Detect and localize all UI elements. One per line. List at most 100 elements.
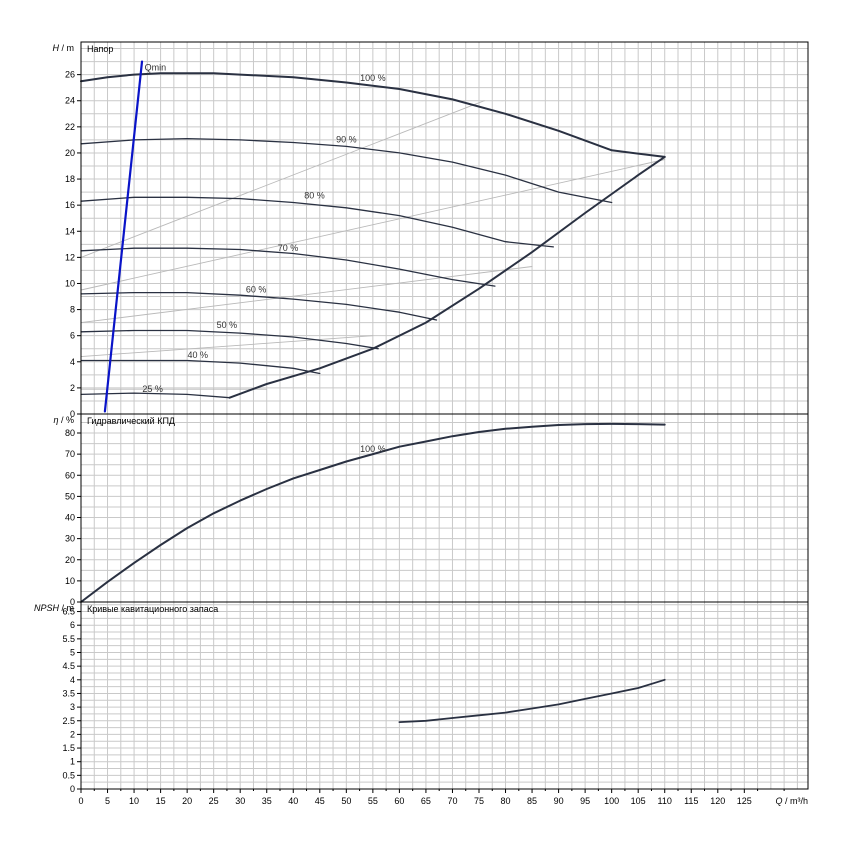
- y-tick-label: 20: [65, 148, 75, 158]
- y-tick-label: 2: [70, 383, 75, 393]
- y-tick-label: 24: [65, 96, 75, 106]
- y-axis-separator: /: [59, 43, 67, 53]
- y-tick-label: 6: [70, 620, 75, 630]
- y-axis-unit: m: [67, 603, 75, 613]
- y-tick-label: 40: [65, 513, 75, 523]
- frame-layer: [77, 41, 809, 793]
- panel-title: Напор: [87, 44, 113, 54]
- y-axis-symbol: η: [53, 415, 58, 425]
- y-tick-label: 6.5: [62, 607, 75, 617]
- x-tick-label: 105: [631, 796, 646, 806]
- y-tick-label: 4: [70, 675, 75, 685]
- system-curves-layer: [80, 100, 666, 390]
- y-tick-label: 30: [65, 534, 75, 544]
- x-tick-label: 80: [501, 796, 511, 806]
- curve-50-pct: [80, 329, 379, 350]
- x-axis-label: Q / m³/h: [775, 796, 808, 806]
- x-tick-label: 35: [262, 796, 272, 806]
- x-tick-label: 85: [527, 796, 537, 806]
- x-axis-separator: /: [782, 796, 790, 806]
- y-tick-label: 4: [70, 357, 75, 367]
- y-tick-label: 10: [65, 278, 75, 288]
- y-axis-separator: /: [59, 603, 67, 613]
- curve-label: 25 %: [142, 384, 163, 394]
- y-tick-label: 0: [70, 597, 75, 607]
- npsh-curve: [398, 678, 666, 723]
- system-curve-line: [80, 100, 485, 258]
- system-curve-line: [80, 159, 666, 291]
- y-tick-label: 20: [65, 555, 75, 565]
- grid-layer: [81, 42, 808, 789]
- y-axis-label: NPSH / m: [34, 603, 74, 613]
- y-tick-label: 12: [65, 252, 75, 262]
- y-tick-label: 8: [70, 305, 75, 315]
- curve-label: 60 %: [246, 285, 267, 295]
- y-tick-label: 6: [70, 331, 75, 341]
- y-tick-label: 2: [70, 729, 75, 739]
- x-tick-label: 0: [78, 796, 83, 806]
- y-tick-label: 60: [65, 470, 75, 480]
- y-tick-label: 16: [65, 200, 75, 210]
- x-tick-label: 20: [182, 796, 192, 806]
- x-tick-label: 100: [604, 796, 619, 806]
- curve-label: 100 %: [360, 444, 386, 454]
- x-tick-label: 40: [288, 796, 298, 806]
- curve-40-pct: [80, 359, 321, 375]
- curve-label: 80 %: [304, 191, 325, 201]
- qmin-label: Qmin: [145, 63, 167, 73]
- y-tick-label: 10: [65, 576, 75, 586]
- x-tick-label: 115: [684, 796, 698, 806]
- y-axis-symbol: NPSH: [34, 603, 60, 613]
- x-tick-label: 60: [394, 796, 404, 806]
- y-axis-unit: m: [67, 43, 75, 53]
- x-tick-label: 45: [315, 796, 325, 806]
- panel-title: Кривые кавитационного запаса: [87, 604, 218, 614]
- curve-label: 100 %: [360, 73, 386, 83]
- panel-frame: [80, 413, 809, 603]
- curve-90-pct: [80, 137, 613, 204]
- envelope-curve: [228, 155, 666, 399]
- y-tick-label: 22: [65, 122, 75, 132]
- y-axis-separator: /: [58, 415, 66, 425]
- y-axis-label: H / m: [52, 43, 74, 53]
- y-tick-label: 70: [65, 449, 75, 459]
- y-tick-label: 5: [70, 648, 75, 658]
- x-tick-label: 30: [235, 796, 245, 806]
- system-curve-line: [80, 266, 533, 324]
- x-tick-label: 110: [658, 796, 672, 806]
- x-tick-label: 95: [580, 796, 590, 806]
- curve-80-pct: [80, 196, 554, 248]
- y-tick-label: 80: [65, 428, 75, 438]
- curve-label: 70 %: [278, 243, 299, 253]
- curve-60-pct: [80, 291, 438, 321]
- qmin-line: [103, 60, 144, 413]
- system-curve-line: [80, 335, 374, 358]
- curve-label: 50 %: [217, 320, 238, 330]
- y-tick-label: 3: [70, 702, 75, 712]
- y-tick-label: 14: [65, 226, 75, 236]
- y-tick-label: 3.5: [62, 688, 75, 698]
- y-tick-label: 4.5: [62, 661, 75, 671]
- y-tick-label: 26: [65, 70, 75, 80]
- y-tick-label: 0: [70, 784, 75, 794]
- x-tick-label: 70: [447, 796, 457, 806]
- y-tick-label: 18: [65, 174, 75, 184]
- y-tick-label: 1: [70, 757, 75, 767]
- x-tick-label: 10: [129, 796, 139, 806]
- y-tick-label: 50: [65, 491, 75, 501]
- y-tick-label: 0.5: [62, 770, 75, 780]
- curve-label: 40 %: [187, 350, 208, 360]
- y-axis-unit: %: [66, 415, 74, 425]
- x-tick-label: 15: [156, 796, 166, 806]
- curve-label: 90 %: [336, 135, 357, 145]
- x-tick-label: 90: [554, 796, 564, 806]
- y-tick-label: 2.5: [62, 716, 75, 726]
- x-axis-unit: m³/h: [790, 796, 808, 806]
- y-axis-symbol: H: [52, 43, 59, 53]
- y-tick-label: 0: [70, 409, 75, 419]
- curve-100-pct: [80, 72, 666, 158]
- curves-layer: [80, 60, 666, 723]
- x-tick-label: 25: [209, 796, 219, 806]
